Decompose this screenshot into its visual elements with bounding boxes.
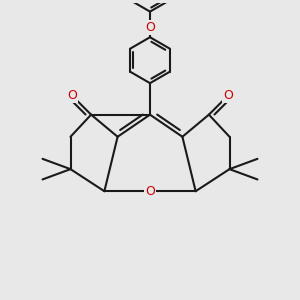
Text: O: O — [223, 89, 233, 102]
Text: O: O — [145, 185, 155, 198]
Text: O: O — [67, 89, 77, 102]
Text: O: O — [145, 21, 155, 34]
